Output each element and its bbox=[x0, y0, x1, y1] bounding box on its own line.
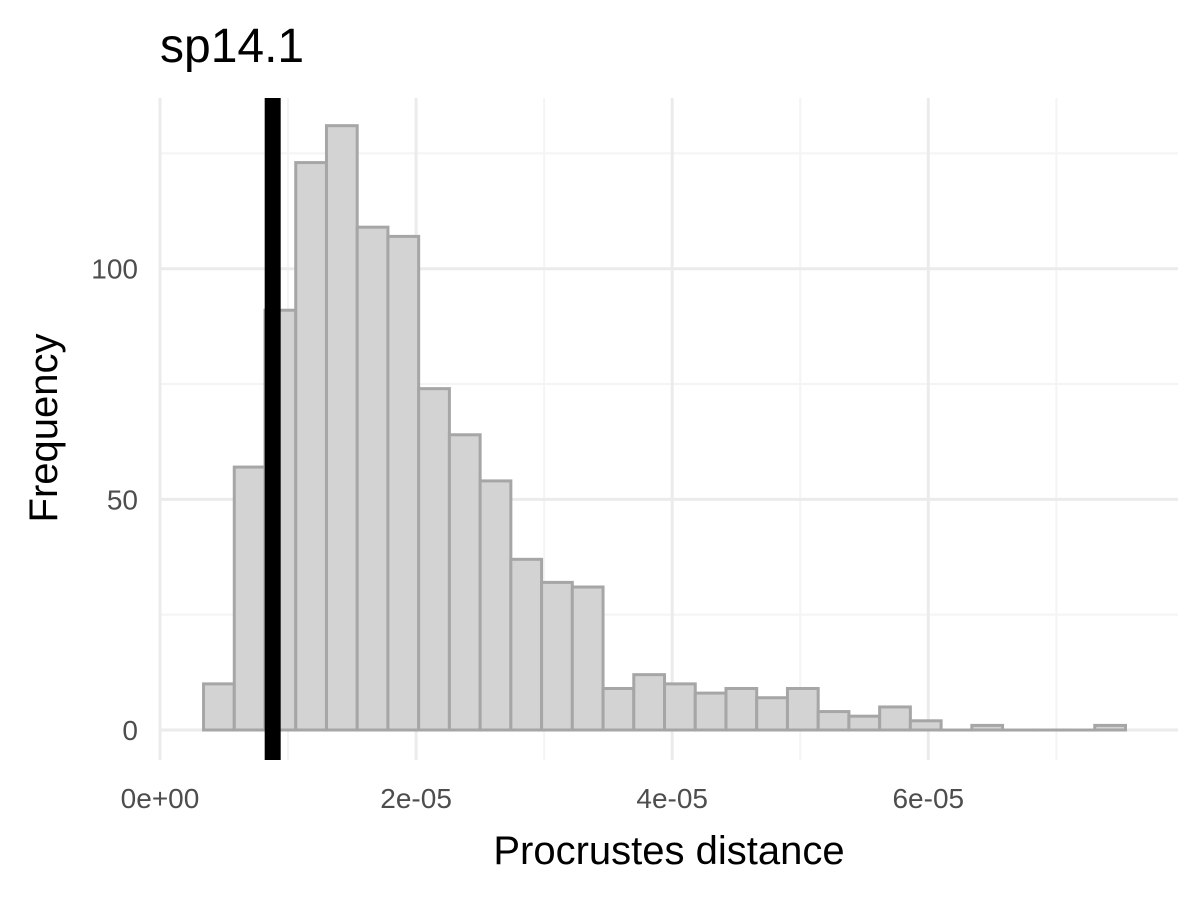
x-tick-label: 6e-05 bbox=[892, 783, 964, 814]
histogram-bar bbox=[665, 684, 696, 730]
chart-title: sp14.1 bbox=[160, 20, 304, 73]
histogram-bar bbox=[572, 587, 603, 730]
histogram-bar bbox=[419, 389, 450, 730]
histogram-bar bbox=[326, 126, 357, 730]
histogram-bar bbox=[603, 688, 634, 730]
histogram-bar bbox=[357, 227, 388, 730]
histogram-bar bbox=[695, 693, 726, 730]
histogram-bar bbox=[296, 163, 327, 730]
x-tick-label: 2e-05 bbox=[380, 783, 452, 814]
histogram-bar bbox=[542, 582, 573, 730]
histogram-bar bbox=[511, 559, 542, 730]
y-axis-ticks: 0 50 100 bbox=[91, 254, 138, 746]
histogram-bar bbox=[726, 688, 757, 730]
x-tick-label: 4e-05 bbox=[636, 783, 708, 814]
histogram-bar bbox=[880, 707, 911, 730]
histogram-bar bbox=[818, 712, 849, 730]
histogram-bar bbox=[234, 467, 265, 730]
histogram-bar bbox=[1095, 725, 1126, 730]
x-axis-title: Procrustes distance bbox=[493, 829, 844, 873]
y-axis-title: Frequency bbox=[22, 334, 66, 523]
histogram-bar bbox=[849, 716, 880, 730]
histogram-bars bbox=[204, 126, 1126, 730]
histogram-bar bbox=[634, 675, 665, 730]
histogram-bar bbox=[388, 236, 419, 730]
histogram-bar bbox=[787, 688, 818, 730]
histogram-bar bbox=[449, 435, 480, 730]
y-tick-label: 0 bbox=[122, 715, 138, 746]
histogram-bar bbox=[204, 684, 235, 730]
histogram-bar bbox=[757, 698, 788, 730]
x-axis-ticks: 0e+00 2e-05 4e-05 6e-05 bbox=[121, 783, 964, 814]
y-tick-label: 100 bbox=[91, 254, 138, 285]
x-tick-label: 0e+00 bbox=[121, 783, 200, 814]
histogram-bar bbox=[910, 721, 941, 730]
histogram-bar bbox=[480, 481, 511, 730]
y-tick-label: 50 bbox=[107, 484, 138, 515]
histogram-bar bbox=[972, 725, 1003, 730]
